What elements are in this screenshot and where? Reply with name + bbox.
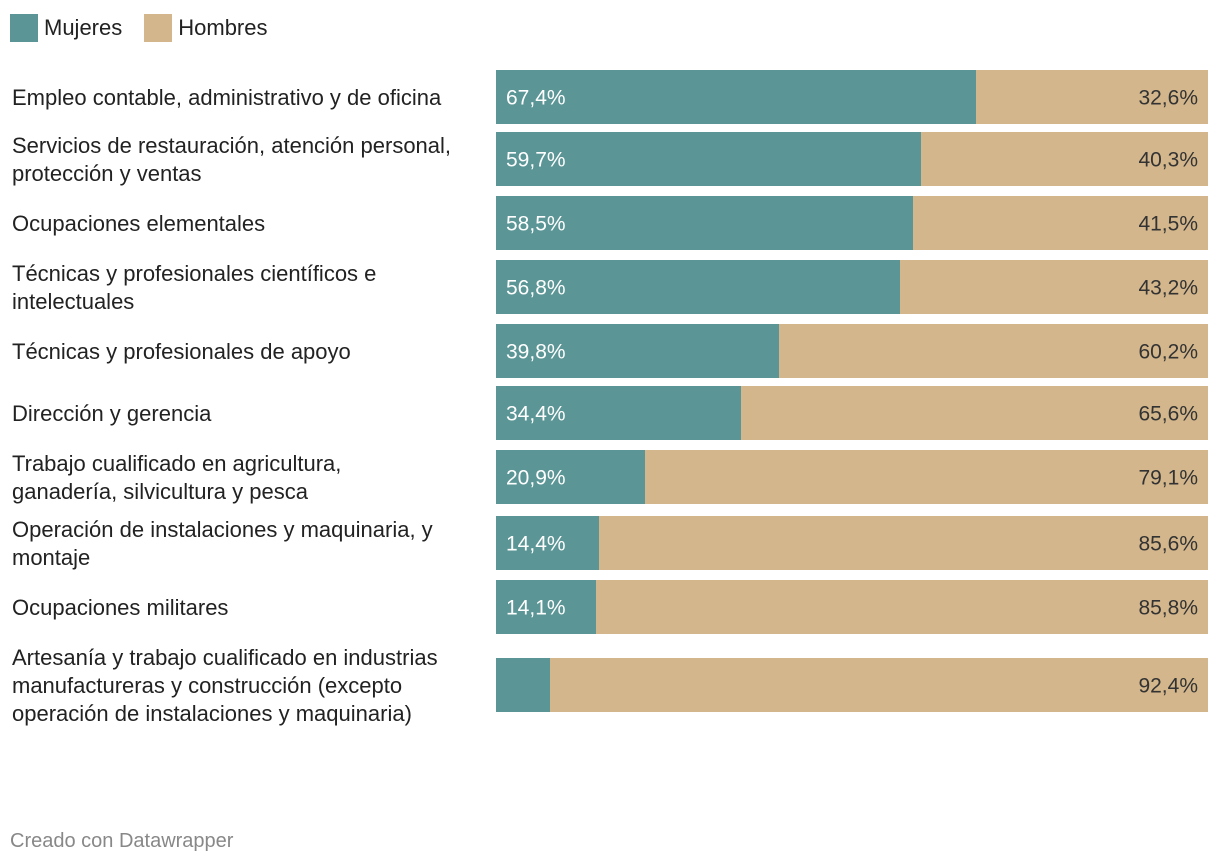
category-label: Trabajo cualificado en agricultura, ganad…: [12, 451, 341, 504]
bar-group: 34,4% 65,6% Dirección y gerencia: [12, 386, 1208, 440]
bar-mujeres: [496, 658, 550, 712]
bar-group: 58,5% 41,5% Ocupaciones elementales: [12, 196, 1208, 250]
category-label: Dirección y gerencia: [12, 401, 212, 426]
bar-group: 92,4% Artesanía y trabajo cualificado en …: [12, 645, 1208, 726]
stacked-bar-chart: 67,4% 32,6% Empleo contable, administrativ…: [0, 0, 1220, 820]
category-label: Empleo contable, administrativo y de ofi…: [12, 85, 442, 110]
value-label-mujeres: 56,8%: [506, 277, 566, 300]
value-label-mujeres: 59,7%: [506, 149, 566, 172]
value-label-mujeres: 14,4%: [506, 533, 566, 556]
value-label-hombres: 92,4%: [1138, 675, 1198, 698]
bar-hombres: [599, 516, 1208, 570]
value-label-hombres: 43,2%: [1138, 277, 1198, 300]
value-label-hombres: 32,6%: [1138, 87, 1198, 110]
value-label-hombres: 40,3%: [1138, 149, 1198, 172]
value-label-hombres: 65,6%: [1138, 403, 1198, 426]
bar-group: 14,1% 85,8% Ocupaciones militares: [12, 580, 1208, 634]
category-label: Servicios de restauración, atención pers…: [12, 133, 451, 186]
value-label-mujeres: 67,4%: [506, 87, 566, 110]
category-label: Operación de instalaciones y maquinaria,…: [12, 517, 433, 570]
value-label-mujeres: 34,4%: [506, 403, 566, 426]
value-label-mujeres: 20,9%: [506, 467, 566, 490]
bar-hombres: [596, 580, 1208, 634]
bar-group: 56,8% 43,2% Técnicas y profesionales cient…: [12, 260, 1208, 314]
bar-group: 20,9% 79,1% Trabajo cualificado en agricul…: [12, 450, 1208, 504]
value-label-hombres: 85,6%: [1138, 533, 1198, 556]
value-label-hombres: 79,1%: [1138, 467, 1198, 490]
category-label: Técnicas y profesionales de apoyo: [12, 339, 351, 364]
category-label: Ocupaciones elementales: [12, 211, 265, 236]
value-label-mujeres: 14,1%: [506, 597, 566, 620]
bar-group: 59,7% 40,3% Servicios de restauración, ate…: [12, 132, 1208, 186]
bar-mujeres: [496, 70, 976, 124]
category-label: Ocupaciones militares: [12, 595, 228, 620]
value-label-hombres: 60,2%: [1138, 341, 1198, 364]
bar-group: 67,4% 32,6% Empleo contable, administrativ…: [12, 70, 1208, 124]
category-label: Técnicas y profesionales científicos e in…: [12, 261, 376, 314]
value-label-mujeres: 58,5%: [506, 213, 566, 236]
value-label-hombres: 41,5%: [1138, 213, 1198, 236]
bar-hombres: [645, 450, 1208, 504]
bar-group: 14,4% 85,6% Operación de instalaciones y m…: [12, 516, 1208, 570]
value-label-hombres: 85,8%: [1138, 597, 1198, 620]
bar-group: 39,8% 60,2% Técnicas y profesionales de ap…: [12, 324, 1208, 378]
value-label-mujeres: 39,8%: [506, 341, 566, 364]
bar-hombres: [550, 658, 1208, 712]
category-label: Artesanía y trabajo cualificado en indus…: [12, 645, 438, 726]
footer-credit: Creado con Datawrapper: [10, 830, 233, 853]
